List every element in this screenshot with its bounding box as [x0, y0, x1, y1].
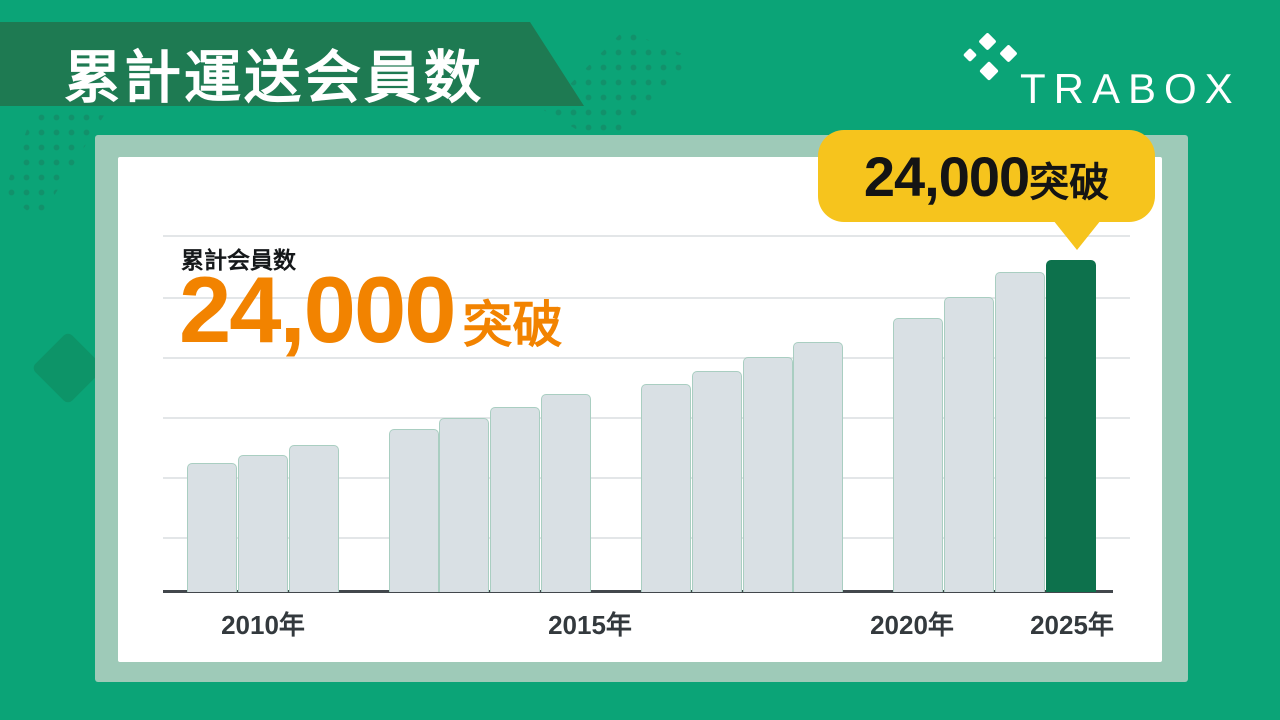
bar: [893, 318, 944, 592]
callout-pointer-icon: [1053, 220, 1101, 250]
diamond-shape: [978, 32, 997, 51]
diamond-shape: [962, 47, 978, 63]
bar: [388, 429, 439, 592]
headline: 24,000 突破: [179, 257, 563, 362]
bar: [742, 357, 793, 592]
callout-number: 24,000: [863, 144, 1030, 208]
chart-card: 2010年 2015年 2020年 2025年 累計会員数 24,000 突破: [118, 157, 1162, 662]
page-title: 累計運送会員数: [64, 46, 484, 110]
bar: [439, 418, 490, 592]
callout-suffix: 突破: [1029, 160, 1110, 205]
x-tick-label: 2020年: [870, 610, 954, 640]
x-axis-line: [163, 590, 1113, 593]
bar: [541, 394, 591, 592]
bar: [995, 272, 1045, 592]
diamond-decoration: [31, 331, 105, 405]
gridline: [163, 297, 1130, 299]
callout: 24,000 突破: [818, 130, 1155, 250]
dot-texture: [4, 110, 104, 220]
bars-layer: [118, 157, 1162, 662]
header-band: [0, 22, 584, 106]
logo-wordmark: TRABOX: [1020, 65, 1241, 112]
bar: [187, 463, 237, 592]
diamond-shape: [979, 61, 999, 81]
callout-text: 24,000 突破: [864, 144, 1109, 209]
x-tick-label: 2015年: [548, 610, 632, 640]
highlight-bar: [1045, 260, 1096, 592]
headline-suffix: 突破: [462, 297, 563, 353]
diamond-shape: [999, 44, 1018, 63]
bar: [793, 342, 844, 592]
x-tick-label: 2025年: [1030, 610, 1114, 640]
bar: [288, 445, 339, 592]
callout-bubble: 24,000 突破: [818, 130, 1155, 222]
x-axis-ticks: 2010年 2015年 2020年 2025年: [118, 157, 1162, 662]
bar: [490, 407, 541, 592]
headline-number: 24,000: [179, 257, 457, 362]
trabox-logo: TRABOX: [958, 26, 1248, 112]
x-tick-label: 2010年: [221, 610, 305, 640]
bar: [641, 384, 691, 592]
gridline: [163, 235, 1130, 237]
bar: [237, 455, 288, 592]
gridline: [163, 357, 1130, 359]
chart-label: 累計会員数: [181, 247, 296, 273]
four-diamonds-icon: [958, 26, 1018, 96]
bar: [691, 371, 742, 592]
bar: [944, 297, 995, 592]
